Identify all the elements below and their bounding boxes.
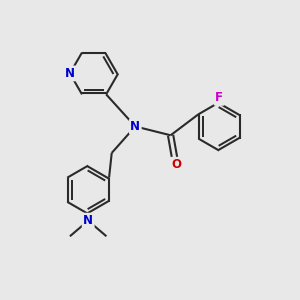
Text: N: N <box>65 67 75 80</box>
Text: O: O <box>172 158 182 171</box>
Text: N: N <box>83 214 93 227</box>
Text: F: F <box>215 92 223 104</box>
Text: N: N <box>130 120 140 133</box>
